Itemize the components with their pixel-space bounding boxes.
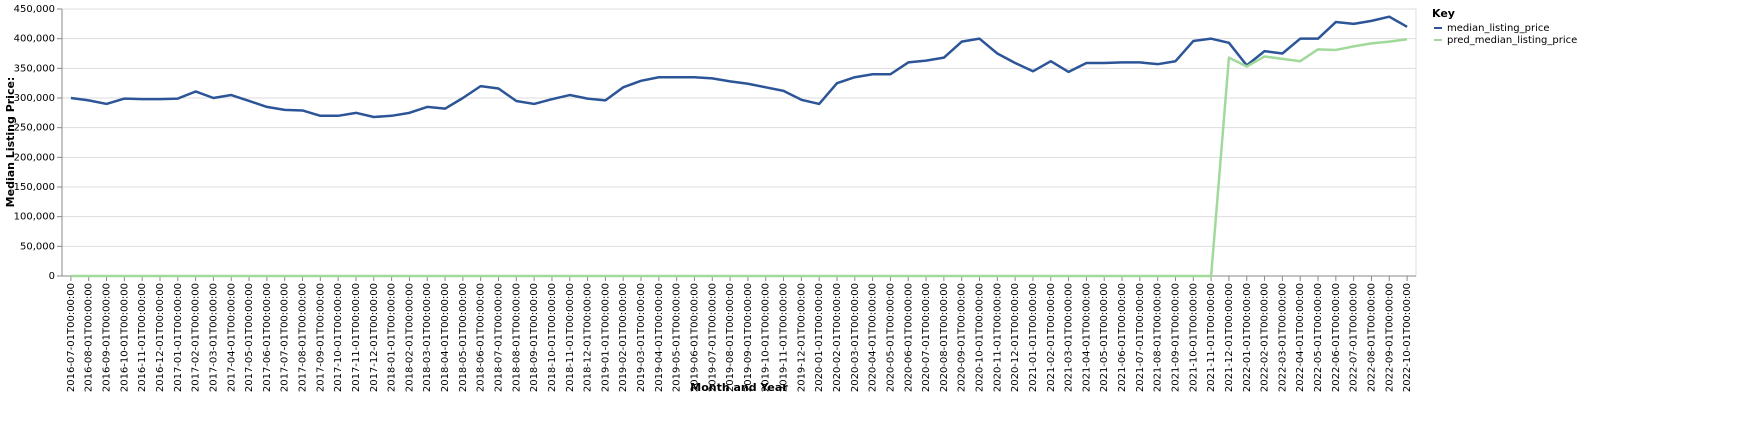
x-tick-label: 2017-06-01T00:00:00 xyxy=(262,283,273,392)
x-tick-label: 2019-09-01T00:00:00 xyxy=(743,283,754,392)
y-axis-title: Median Listing Price: xyxy=(4,77,17,208)
x-tick-label: 2019-02-01T00:00:00 xyxy=(618,283,629,392)
x-tick-label: 2018-10-01T00:00:00 xyxy=(547,283,558,392)
x-tick-label: 2021-04-01T00:00:00 xyxy=(1081,283,1092,392)
x-tick-label: 2020-02-01T00:00:00 xyxy=(832,283,843,392)
x-tick-label: 2019-08-01T00:00:00 xyxy=(725,283,736,392)
y-tick-label: 0 xyxy=(49,271,55,282)
x-tick-label: 2021-11-01T00:00:00 xyxy=(1206,283,1217,392)
x-tick-label: 2021-06-01T00:00:00 xyxy=(1117,283,1128,392)
x-tick-label: 2020-06-01T00:00:00 xyxy=(903,283,914,392)
x-tick-label: 2017-07-01T00:00:00 xyxy=(280,283,291,392)
plot-frame xyxy=(61,8,1417,277)
x-tick-label: 2020-10-01T00:00:00 xyxy=(975,283,986,392)
x-tick-label: 2020-07-01T00:00:00 xyxy=(921,283,932,392)
x-tick-label: 2018-12-01T00:00:00 xyxy=(583,283,594,392)
x-tick-label: 2019-07-01T00:00:00 xyxy=(707,283,718,392)
x-tick-label: 2021-12-01T00:00:00 xyxy=(1224,283,1235,392)
x-tick-label: 2022-06-01T00:00:00 xyxy=(1331,283,1342,392)
y-tick-label: 100,000 xyxy=(14,212,55,223)
x-tick-label: 2018-03-01T00:00:00 xyxy=(422,283,433,392)
x-tick-label: 2022-10-01T00:00:00 xyxy=(1402,283,1413,392)
x-tick-label: 2019-05-01T00:00:00 xyxy=(672,283,683,392)
y-tick-label: 400,000 xyxy=(14,34,55,45)
x-tick-label: 2019-10-01T00:00:00 xyxy=(761,283,772,392)
x-tick-label: 2017-09-01T00:00:00 xyxy=(315,283,326,392)
x-tick-label: 2022-04-01T00:00:00 xyxy=(1295,283,1306,392)
x-tick-label: 2022-07-01T00:00:00 xyxy=(1349,283,1360,392)
x-tick-label: 2017-12-01T00:00:00 xyxy=(369,283,380,392)
x-tick-label: 2020-09-01T00:00:00 xyxy=(957,283,968,392)
x-tick-label: 2018-09-01T00:00:00 xyxy=(529,283,540,392)
x-tick-label: 2018-11-01T00:00:00 xyxy=(565,283,576,392)
x-tick-label: 2019-11-01T00:00:00 xyxy=(779,283,790,392)
x-tick-label: 2022-08-01T00:00:00 xyxy=(1366,283,1377,392)
x-tick-label: 2019-03-01T00:00:00 xyxy=(636,283,647,392)
x-tick-label: 2021-01-01T00:00:00 xyxy=(1028,283,1039,392)
x-tick-label: 2016-08-01T00:00:00 xyxy=(84,283,95,392)
legend-label: median_listing_price xyxy=(1447,23,1550,34)
x-tick-label: 2020-01-01T00:00:00 xyxy=(814,283,825,392)
x-tick-label: 2016-09-01T00:00:00 xyxy=(102,283,113,392)
x-tick-label: 2018-07-01T00:00:00 xyxy=(493,283,504,392)
y-tick-label: 350,000 xyxy=(14,63,55,74)
x-tick-label: 2021-10-01T00:00:00 xyxy=(1188,283,1199,392)
x-tick-label: 2019-12-01T00:00:00 xyxy=(796,283,807,392)
x-tick-label: 2022-02-01T00:00:00 xyxy=(1260,283,1271,392)
y-tick-label: 300,000 xyxy=(14,93,55,104)
x-tick-label: 2016-12-01T00:00:00 xyxy=(155,283,166,392)
x-tick-label: 2018-04-01T00:00:00 xyxy=(440,283,451,392)
x-tick-label: 2018-08-01T00:00:00 xyxy=(511,283,522,392)
x-tick-label: 2020-12-01T00:00:00 xyxy=(1010,283,1021,392)
x-tick-label: 2018-02-01T00:00:00 xyxy=(404,283,415,392)
legend-title: Key xyxy=(1432,7,1455,20)
y-tick-label: 250,000 xyxy=(14,123,55,134)
x-tick-label: 2022-05-01T00:00:00 xyxy=(1313,283,1324,392)
x-tick-label: 2017-10-01T00:00:00 xyxy=(333,283,344,392)
x-tick-label: 2020-11-01T00:00:00 xyxy=(992,283,1003,392)
x-tick-label: 2018-06-01T00:00:00 xyxy=(476,283,487,392)
x-tick-label: 2022-09-01T00:00:00 xyxy=(1384,283,1395,392)
x-axis-title: Month and Year xyxy=(690,381,788,394)
x-tick-label: 2022-03-01T00:00:00 xyxy=(1277,283,1288,392)
x-tick-label: 2022-01-01T00:00:00 xyxy=(1242,283,1253,392)
y-tick-label: 200,000 xyxy=(14,152,55,163)
x-tick-label: 2017-05-01T00:00:00 xyxy=(244,283,255,392)
series-line xyxy=(70,38,1408,278)
x-tick-label: 2016-11-01T00:00:00 xyxy=(137,283,148,392)
x-tick-label: 2017-11-01T00:00:00 xyxy=(351,283,362,392)
x-tick-label: 2021-03-01T00:00:00 xyxy=(1064,283,1075,392)
x-tick-label: 2019-01-01T00:00:00 xyxy=(600,283,611,392)
y-tick-label: 450,000 xyxy=(14,4,55,15)
x-tick-label: 2017-08-01T00:00:00 xyxy=(298,283,309,392)
x-tick-label: 2020-04-01T00:00:00 xyxy=(868,283,879,392)
x-tick-label: 2018-05-01T00:00:00 xyxy=(458,283,469,392)
y-tick-label: 50,000 xyxy=(20,241,55,252)
x-tick-label: 2019-06-01T00:00:00 xyxy=(689,283,700,392)
series-line xyxy=(70,15,1408,119)
x-tick-label: 2016-07-01T00:00:00 xyxy=(66,283,77,392)
x-tick-label: 2017-02-01T00:00:00 xyxy=(191,283,202,392)
x-tick-label: 2020-08-01T00:00:00 xyxy=(939,283,950,392)
y-tick-label: 150,000 xyxy=(14,182,55,193)
x-tick-label: 2020-05-01T00:00:00 xyxy=(885,283,896,392)
x-tick-label: 2021-08-01T00:00:00 xyxy=(1153,283,1164,392)
x-tick-label: 2018-01-01T00:00:00 xyxy=(387,283,398,392)
x-tick-label: 2021-05-01T00:00:00 xyxy=(1099,283,1110,392)
x-tick-label: 2019-04-01T00:00:00 xyxy=(654,283,665,392)
x-tick-label: 2021-09-01T00:00:00 xyxy=(1170,283,1181,392)
x-tick-label: 2017-04-01T00:00:00 xyxy=(226,283,237,392)
x-tick-label: 2016-10-01T00:00:00 xyxy=(119,283,130,392)
x-tick-label: 2021-07-01T00:00:00 xyxy=(1135,283,1146,392)
x-tick-label: 2020-03-01T00:00:00 xyxy=(850,283,861,392)
x-tick-label: 2017-01-01T00:00:00 xyxy=(173,283,184,392)
legend-label: pred_median_listing_price xyxy=(1447,35,1577,46)
x-tick-label: 2021-02-01T00:00:00 xyxy=(1046,283,1057,392)
x-tick-label: 2017-03-01T00:00:00 xyxy=(208,283,219,392)
